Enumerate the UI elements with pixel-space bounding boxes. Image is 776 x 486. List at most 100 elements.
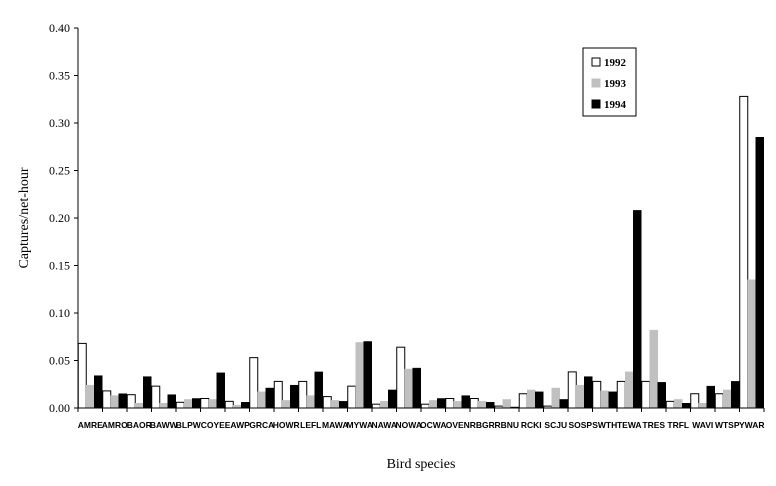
x-tick-label: NOWA bbox=[396, 420, 422, 430]
legend-label-1994: 1994 bbox=[604, 99, 627, 111]
bar-1992-grca bbox=[249, 357, 259, 409]
bar-1993-ywar bbox=[747, 279, 756, 409]
x-tick-label: YWAR bbox=[739, 420, 765, 430]
y-tick-label: 0.35 bbox=[49, 69, 70, 83]
bar-1993-trfl bbox=[674, 399, 683, 409]
x-axis-title: Bird species bbox=[387, 457, 456, 472]
x-tick-label: WAVI bbox=[692, 420, 713, 430]
x-tick-label: SCJU bbox=[544, 420, 567, 430]
y-axis-ticks: 0.00 0.05 0.10 0.15 0.20 0.25 0.30 0.35 0.40 bbox=[49, 21, 78, 415]
y-tick-label: 0.15 bbox=[49, 259, 70, 273]
bar-1993-grca bbox=[257, 391, 266, 409]
bar-1992-amre bbox=[77, 342, 87, 409]
bar-1993-oven bbox=[453, 401, 462, 409]
bar-1994-mywa bbox=[363, 341, 372, 409]
bar-1993-mawa bbox=[331, 400, 340, 409]
bar-1993-amro bbox=[110, 395, 119, 409]
y-tick-label: 0.05 bbox=[49, 354, 70, 368]
x-tick-label: BAWW bbox=[150, 420, 179, 430]
bar-1994-tewa bbox=[633, 210, 642, 409]
bar-1993-ocwa bbox=[429, 400, 438, 409]
x-tick-label: BLPW bbox=[176, 420, 202, 430]
y-tick-label: 0.10 bbox=[49, 306, 70, 320]
bar-1994-ocwa bbox=[437, 398, 446, 409]
bar-1993-coye bbox=[208, 399, 217, 409]
x-tick-label: OVEN bbox=[446, 420, 470, 430]
bars bbox=[77, 95, 764, 409]
x-tick-label: MYWA bbox=[347, 420, 373, 430]
bar-1994-wavi bbox=[706, 385, 715, 409]
bar-1994-rbgr bbox=[486, 402, 495, 409]
bar-1992-nowa bbox=[396, 346, 406, 409]
bar-1992-rbgr bbox=[469, 398, 479, 409]
bar-1994-baww bbox=[167, 394, 176, 409]
x-tick-label: LEFL bbox=[300, 420, 321, 430]
bar-1992-oven bbox=[445, 398, 455, 409]
bar-1994-tres bbox=[657, 382, 666, 409]
bar-1992-wavi bbox=[690, 393, 700, 409]
bar-1993-baor bbox=[135, 403, 144, 409]
bar-1992-eawp bbox=[224, 400, 234, 409]
bar-1992-tres bbox=[641, 380, 651, 409]
x-tick-label: RBGR bbox=[470, 420, 495, 430]
legend-swatch-1994 bbox=[591, 99, 601, 109]
bar-1994-amro bbox=[118, 393, 127, 409]
bar-1992-tewa bbox=[616, 380, 626, 409]
bar-1993-rbgr bbox=[478, 401, 487, 409]
bar-1994-baor bbox=[143, 376, 152, 409]
y-tick-label: 0.30 bbox=[49, 116, 70, 130]
bar-1994-nowa bbox=[412, 367, 421, 409]
bar-1994-oven bbox=[461, 395, 470, 409]
bar-1994-howr bbox=[290, 384, 299, 409]
x-tick-label: GRCA bbox=[249, 420, 274, 430]
x-tick-label: AMRE bbox=[78, 420, 103, 430]
y-tick-label: 0.25 bbox=[49, 164, 70, 178]
x-tick-label: NAWA bbox=[372, 420, 398, 430]
bar-1993-rbnu bbox=[502, 399, 511, 409]
legend: 1992 1993 1994 bbox=[582, 47, 637, 117]
axes bbox=[77, 28, 764, 409]
x-tick-label: OCWA bbox=[420, 420, 446, 430]
x-tick-label: SWTH bbox=[592, 420, 617, 430]
bar-1992-howr bbox=[273, 380, 283, 409]
bar-1992-sosp bbox=[567, 371, 577, 409]
bar-1994-trfl bbox=[682, 403, 691, 409]
bar-1992-ocwa bbox=[420, 403, 430, 409]
bar-1992-ywar bbox=[739, 95, 749, 409]
bar-1992-swth bbox=[592, 380, 602, 409]
bar-1993-nowa bbox=[404, 368, 413, 409]
bar-1992-coye bbox=[200, 398, 210, 409]
bar-1993-sosp bbox=[576, 384, 585, 409]
bar-1992-lefl bbox=[298, 380, 308, 409]
bar-1992-nawa bbox=[371, 403, 381, 409]
bar-1993-nawa bbox=[380, 401, 389, 409]
bar-1993-tewa bbox=[625, 371, 634, 409]
x-tick-label: BAOR bbox=[127, 420, 152, 430]
y-tick-label: 0.00 bbox=[49, 401, 70, 415]
legend-swatch-1993 bbox=[591, 78, 601, 88]
bar-1993-wtsp bbox=[723, 389, 732, 409]
bar-1993-wavi bbox=[698, 403, 707, 409]
bar-1994-mawa bbox=[339, 401, 348, 409]
bar-1993-tres bbox=[649, 329, 658, 409]
x-tick-label: AMRO bbox=[102, 420, 128, 430]
bar-1993-rcki bbox=[527, 389, 536, 409]
bar-1994-blpw bbox=[192, 398, 201, 409]
bar-1994-rcki bbox=[535, 391, 544, 409]
bar-1994-amre bbox=[94, 375, 103, 409]
bar-1994-ywar bbox=[755, 137, 764, 409]
x-tick-label: HOWR bbox=[273, 420, 300, 430]
bar-1993-blpw bbox=[184, 399, 193, 409]
x-tick-label: TRES bbox=[642, 420, 665, 430]
bar-1992-blpw bbox=[175, 401, 185, 409]
bar-1992-baww bbox=[151, 385, 161, 409]
bar-1992-trfl bbox=[665, 400, 675, 409]
bar-1992-amro bbox=[102, 390, 112, 409]
bar-1994-swth bbox=[608, 391, 617, 409]
bar-1993-amre bbox=[86, 384, 95, 409]
y-axis-title: Captures/net-hour bbox=[17, 167, 32, 268]
x-tick-label: SOSP bbox=[568, 420, 592, 430]
bar-1993-lefl bbox=[306, 395, 315, 409]
